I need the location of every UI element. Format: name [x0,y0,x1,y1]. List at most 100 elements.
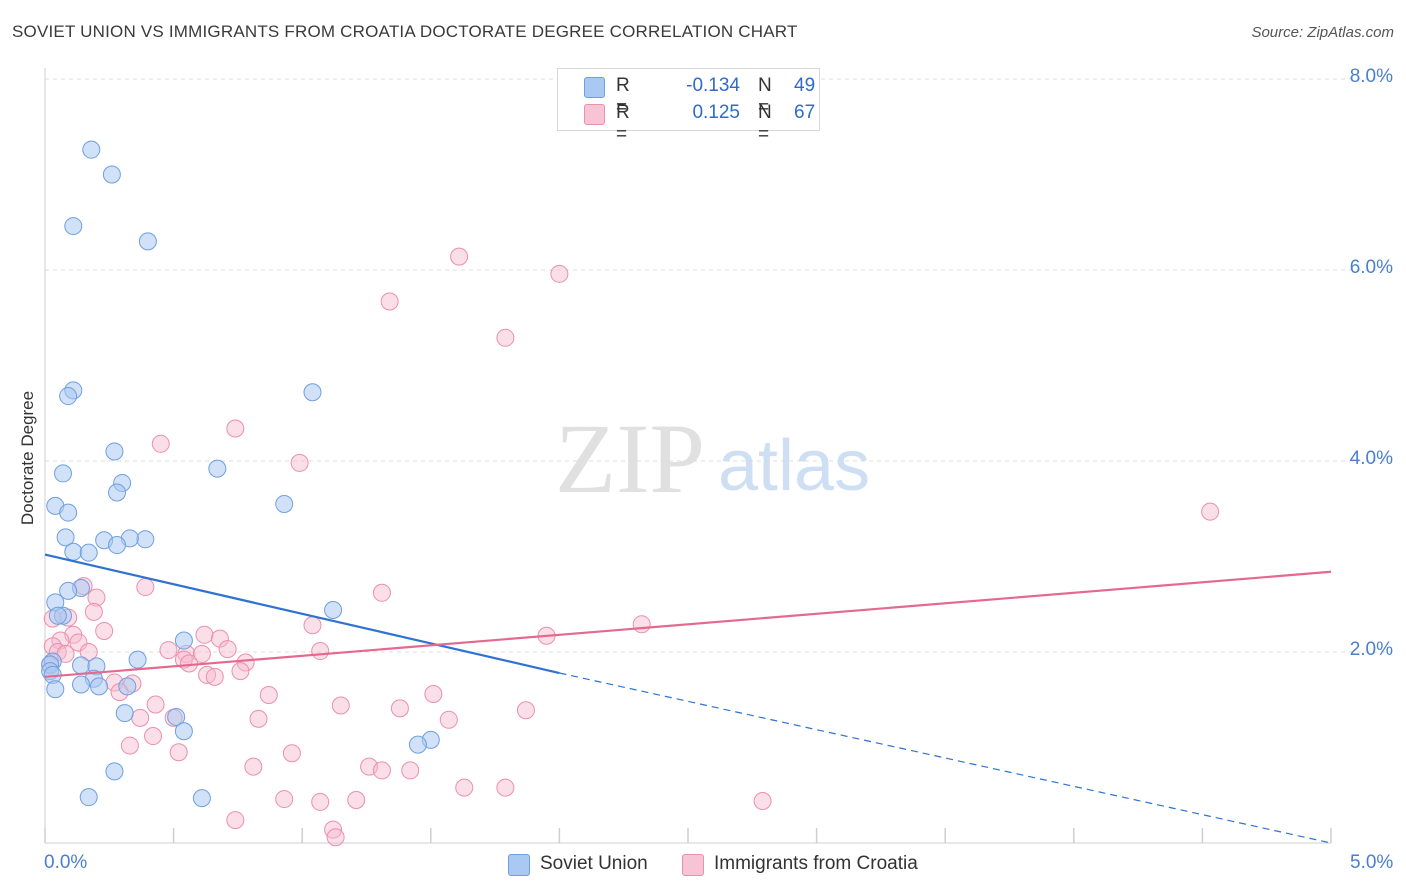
y-tick-label: 4.0% [1349,448,1393,469]
source-label: Source: ZipAtlas.com [1251,24,1394,41]
croatia-point [275,790,294,809]
croatia-point [159,641,178,660]
croatia-point [439,710,458,729]
n-value: 67 [794,102,816,123]
r-label: R = [616,75,630,118]
croatia-point [131,708,150,727]
croatia-point [192,644,211,663]
soviet-swatch [508,854,530,876]
soviet-point [174,722,193,741]
croatia-point [180,654,199,673]
soviet-point [102,165,121,184]
croatia-point [455,778,474,797]
croatia-point [372,761,391,780]
soviet-point [303,383,322,402]
y-tick-label: 2.0% [1349,639,1393,660]
axes [44,68,1332,844]
croatia-point [236,653,255,672]
soviet-point [108,536,127,555]
trend-lines [44,553,1332,844]
croatia-swatch [682,854,704,876]
series-legend: Soviet Union Immigrants from Croatia [0,852,1406,878]
croatia-point [231,662,250,681]
soviet-point [105,762,124,781]
series-croatia-points [41,247,1220,847]
soviet-point [59,503,78,522]
soviet-point [59,581,78,600]
croatia-point [401,761,420,780]
croatia-point [259,685,278,704]
croatia-point [210,629,229,648]
soviet-point [72,675,91,694]
croatia-point [450,247,469,266]
n-label: N = [758,102,772,145]
croatia-point [244,757,263,776]
soviet-point [192,789,211,808]
croatia-point [753,791,772,810]
soviet-swatch [584,77,605,98]
soviet-point [64,217,83,236]
croatia-trend-line [44,570,1332,678]
croatia-point [550,264,569,283]
soviet-point [64,542,83,561]
soviet-point [115,704,134,723]
r-label: R = [616,102,630,145]
soviet-point [138,232,157,251]
x-tick-max: 5.0% [1350,852,1394,873]
n-value: 49 [794,75,816,96]
croatia-point [331,696,350,715]
soviet-point [79,788,98,807]
soviet-point [408,735,427,754]
legend-label: Soviet Union [540,853,648,874]
soviet-point [118,677,137,696]
x-tick-min: 0.0% [44,852,88,873]
soviet-point [72,656,91,675]
soviet-trend-line [44,553,560,675]
soviet-point [90,677,109,696]
watermark-zip: ZIP [555,403,705,514]
croatia-point [79,643,98,661]
croatia-point [311,792,330,811]
croatia-point [303,616,322,635]
soviet-point [82,140,101,159]
croatia-point [95,621,114,640]
croatia-point [120,736,139,755]
croatia-point [226,811,245,830]
r-value: 0.125 [692,102,740,123]
croatia-point [424,685,443,704]
soviet-point [174,631,193,650]
croatia-point [496,778,515,797]
soviet-point [56,528,75,547]
croatia-point [290,453,309,472]
gridlines [45,78,1392,653]
croatia-point [249,709,268,728]
croatia-point [169,743,188,762]
watermark-atlas: atlas [718,426,870,506]
croatia-point [198,665,217,684]
croatia-point [87,588,106,607]
croatia-swatch [584,104,605,125]
n-label: N = [758,75,772,118]
croatia-point [380,292,399,311]
croatia-point [1201,502,1220,521]
soviet-point [108,483,127,502]
croatia-point [496,328,515,347]
soviet-point [48,606,67,625]
chart-title: SOVIET UNION VS IMMIGRANTS FROM CROATIA … [12,22,798,41]
y-tick-label: 6.0% [1349,257,1393,278]
soviet-trend-extension [559,672,1332,844]
legend-label: Immigrants from Croatia [714,853,918,874]
croatia-point [218,640,237,659]
soviet-point [324,600,343,619]
correlation-legend: R = -0.134 N = 49 R = 0.125 N = 67 [557,68,820,145]
soviet-point [105,442,124,461]
y-tick-label: 8.0% [1349,66,1393,87]
series-soviet-points [41,140,440,808]
croatia-point [226,419,245,438]
croatia-point [516,701,535,720]
soviet-point [128,650,147,669]
croatia-point [84,602,103,621]
soviet-point [136,530,155,549]
soviet-point [54,464,73,483]
croatia-point [195,625,214,644]
